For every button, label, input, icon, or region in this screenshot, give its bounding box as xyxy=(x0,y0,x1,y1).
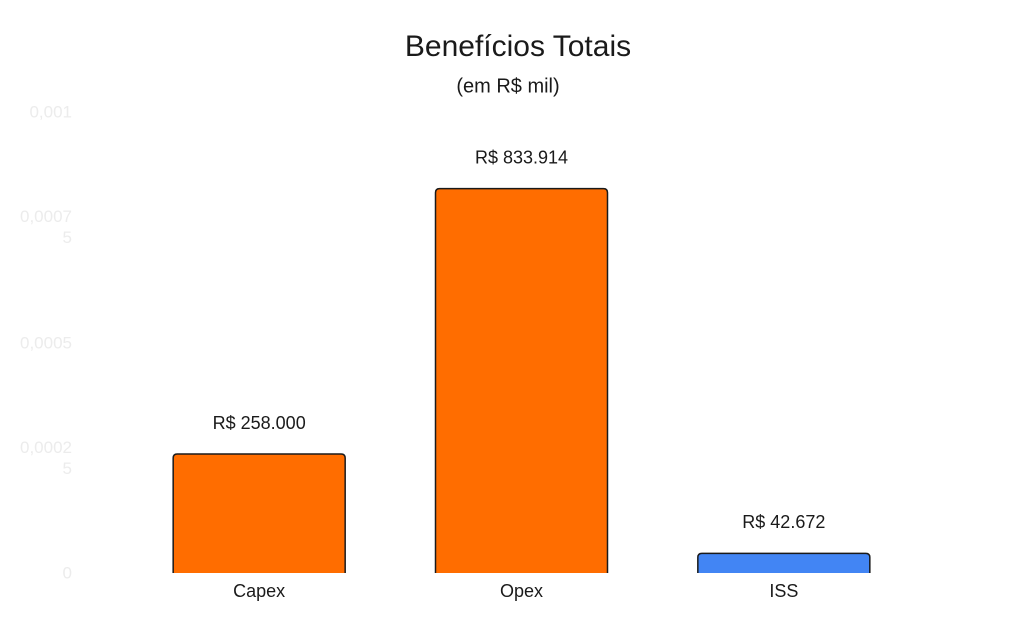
bar xyxy=(172,453,346,573)
x-tick-label: Capex xyxy=(233,581,285,601)
bar xyxy=(697,552,871,573)
chart-title: Benefícios Totais xyxy=(405,30,631,63)
y-tick-label: 0,00075 xyxy=(20,207,72,248)
y-tick-label: 0,001 xyxy=(29,102,72,122)
x-tick-label: Opex xyxy=(500,581,543,601)
y-tick-label: 0 xyxy=(62,563,72,583)
value-label: R$ 833.914 xyxy=(475,147,568,167)
chart-subtitle: (em R$ mil) xyxy=(456,75,559,97)
x-tick-label: ISS xyxy=(769,581,798,601)
y-tick-label: 0,0005 xyxy=(20,333,72,352)
value-label: R$ 258.000 xyxy=(213,413,306,433)
y-tick-label: 0,00025 xyxy=(20,437,72,478)
value-label: R$ 42.672 xyxy=(742,512,825,532)
bar xyxy=(434,187,609,573)
